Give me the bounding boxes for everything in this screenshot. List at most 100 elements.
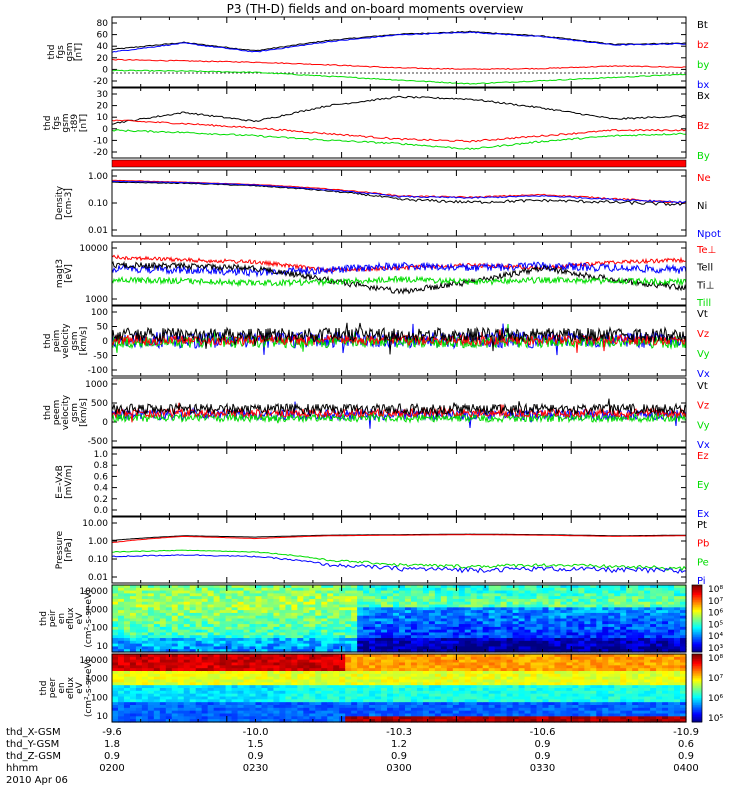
spectrogram-cell — [680, 635, 687, 639]
spectrogram-cell — [279, 596, 286, 600]
spectrogram-cell — [434, 662, 442, 666]
spectrogram-cell — [219, 679, 227, 683]
spectrogram-cell — [434, 665, 442, 669]
spectrogram-cell — [482, 629, 490, 634]
spectrogram-cell — [458, 690, 466, 695]
spectrogram-cell — [321, 612, 328, 617]
spectrogram-cell — [141, 654, 149, 658]
spectrogram-cell — [117, 632, 125, 636]
spectrogram-cell — [434, 618, 442, 622]
spectrogram-cell — [243, 707, 251, 712]
spectrogram-cell — [572, 621, 579, 625]
spectrogram-cell — [572, 719, 579, 723]
spectrogram-cell — [500, 624, 508, 628]
y-axis-label: eV — [75, 681, 85, 694]
spectrogram-cell — [476, 654, 484, 658]
spectrogram-cell — [584, 673, 591, 678]
spectrogram-cell — [249, 632, 257, 636]
spectrogram-cell — [279, 719, 286, 723]
spectrogram-cell — [458, 654, 466, 658]
spectrogram-cell — [267, 610, 275, 614]
spectrogram-cell — [608, 585, 615, 589]
spectrogram-cell — [267, 607, 275, 611]
spectrogram-cell — [393, 615, 400, 620]
spectrogram-cell — [476, 693, 484, 698]
spectrogram-cell — [512, 713, 520, 717]
spectrogram-cell — [171, 610, 179, 614]
spectrogram-cell — [153, 646, 161, 650]
spectrogram-cell — [141, 607, 149, 611]
spectrogram-cell — [357, 615, 364, 620]
spectrogram-cell — [261, 585, 269, 589]
spectrogram-cell — [620, 635, 627, 639]
spectrogram-cell — [333, 656, 340, 661]
spectrogram-cell — [112, 635, 119, 639]
spectrogram-cell — [237, 710, 245, 715]
spectrogram-cell — [345, 702, 352, 706]
spectrogram-cell — [237, 688, 245, 692]
spectrogram-cell — [566, 621, 573, 625]
spectrogram-cell — [339, 638, 346, 642]
spectrogram-cell — [112, 673, 119, 678]
spectrogram-cell — [578, 662, 585, 666]
spectrogram-cell — [171, 618, 179, 622]
spectrogram-cell — [363, 601, 370, 606]
spectrogram-cell — [393, 662, 400, 666]
spectrogram-cell — [279, 699, 286, 703]
spectrogram-cell — [135, 618, 143, 622]
spectrogram-cell — [500, 679, 508, 683]
spectrogram-cell — [482, 585, 490, 589]
spectrogram-cell — [291, 656, 298, 661]
spectrogram-cell — [183, 596, 191, 600]
spectrogram-cell — [141, 643, 149, 648]
spectrogram-cell — [434, 585, 442, 589]
spectrogram-cell — [321, 615, 328, 620]
spectrogram-cell — [548, 632, 556, 636]
legend-entry: By — [697, 151, 710, 162]
spectrogram-cell — [333, 693, 340, 698]
spectrogram-cell — [416, 690, 424, 695]
spectrogram-cell — [596, 659, 603, 664]
spectrogram-cell — [440, 656, 448, 661]
spectrogram-cell — [470, 673, 478, 678]
spectrogram-cell — [255, 654, 263, 658]
spectrogram-cell — [129, 699, 137, 703]
spectrogram-cell — [554, 598, 562, 603]
spectrogram-cell — [482, 593, 490, 597]
spectrogram-cell — [201, 593, 209, 597]
spectrogram-cell — [488, 716, 496, 720]
spectrogram-cell — [375, 618, 382, 622]
spectrogram-cell — [213, 690, 221, 695]
spectrogram-cell — [165, 662, 173, 666]
spectrogram-cell — [135, 598, 143, 603]
spectrogram-cell — [626, 618, 633, 622]
spectrogram-cell — [638, 638, 645, 642]
spectrogram-cell — [626, 629, 633, 634]
spectrogram-cell — [638, 607, 645, 611]
spectrogram-cell — [159, 596, 167, 600]
spectrogram-cell — [602, 626, 609, 631]
spectrogram-cell — [375, 705, 382, 709]
spectrogram-cell — [452, 624, 460, 628]
spectrogram-cell — [237, 618, 245, 622]
spectrogram-cell — [345, 676, 352, 681]
spectrogram-cell — [506, 665, 514, 669]
spectrogram-cell — [213, 654, 221, 658]
spectrogram-cell — [560, 668, 568, 672]
spectrogram-cell — [129, 610, 137, 614]
spectrogram-cell — [524, 638, 532, 642]
spectrogram-cell — [500, 699, 508, 703]
spectrogram-cell — [506, 604, 514, 608]
spectrogram-cell — [201, 621, 209, 625]
spectrogram-cell — [476, 690, 484, 695]
spectrogram-cell — [638, 632, 645, 636]
spectrogram-cell — [291, 671, 298, 675]
spectrogram-cell — [345, 654, 352, 658]
spectrogram-cell — [369, 587, 376, 592]
spectrogram-cell — [554, 654, 562, 658]
spectrogram-cell — [135, 593, 143, 597]
spectrogram-cell — [482, 654, 490, 658]
spectrogram-cell — [674, 643, 681, 648]
spectrogram-cell — [279, 693, 286, 698]
spectrogram-cell — [446, 632, 454, 636]
